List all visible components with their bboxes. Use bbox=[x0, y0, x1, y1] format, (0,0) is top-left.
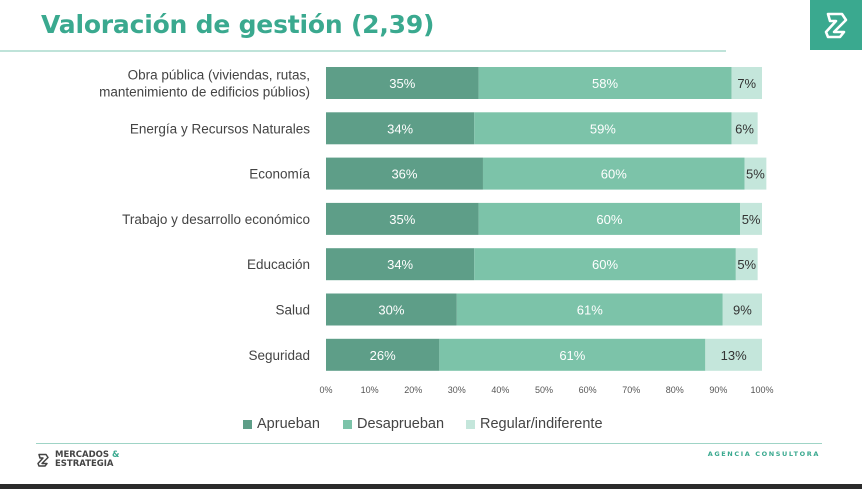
data-label: 26% bbox=[370, 348, 396, 363]
legend-swatch-desaprueban bbox=[343, 419, 352, 429]
x-tick-label: 80% bbox=[666, 385, 684, 395]
category-label: Salud bbox=[275, 303, 310, 318]
x-tick-label: 100% bbox=[750, 385, 773, 395]
category-label-line: mantenimiento de edificios públios) bbox=[99, 85, 310, 100]
data-label: 61% bbox=[577, 303, 603, 318]
x-tick-label: 70% bbox=[622, 385, 640, 395]
data-label: 58% bbox=[592, 76, 618, 91]
legend-label: Desaprueban bbox=[357, 416, 445, 432]
category-label-line: Obra pública (viviendas, rutas, bbox=[128, 68, 310, 83]
bar-segment bbox=[705, 338, 762, 371]
category-label: Economía bbox=[249, 167, 310, 182]
stacked-bar-chart: Obra pública (viviendas, rutas, mantenimi… bbox=[99, 67, 774, 395]
data-label: 60% bbox=[596, 212, 622, 227]
x-tick-label: 50% bbox=[535, 385, 553, 395]
x-tick-label: 30% bbox=[448, 385, 466, 395]
bar-segment bbox=[326, 112, 475, 145]
category-label-line: Trabajo y desarrollo económico bbox=[122, 212, 310, 227]
bar-segment bbox=[326, 202, 479, 235]
data-label: 7% bbox=[737, 76, 756, 91]
category-label: Educación bbox=[247, 257, 310, 272]
data-label: 5% bbox=[742, 212, 761, 227]
data-label: 6% bbox=[735, 121, 754, 136]
category-label: Obra pública (viviendas, rutas, mantenimi… bbox=[99, 68, 310, 100]
legend-item-desaprueban: Desaprueban bbox=[343, 416, 444, 432]
brand-logo-icon bbox=[824, 12, 848, 39]
data-label: 59% bbox=[590, 121, 616, 136]
bar-segment bbox=[326, 248, 475, 281]
category-label-line: Salud bbox=[275, 303, 310, 318]
brand-name-line1: MERCADOS bbox=[55, 450, 110, 460]
legend-label: Aprueban bbox=[257, 416, 320, 432]
data-label: 36% bbox=[391, 167, 417, 182]
footer-tagline: AGENCIA CONSULTORA bbox=[707, 450, 820, 458]
data-label: 34% bbox=[387, 257, 413, 272]
legend-swatch-aprueban bbox=[243, 419, 252, 429]
category-label: Seguridad bbox=[248, 348, 310, 363]
category-label-line: Seguridad bbox=[248, 348, 310, 363]
data-label: 35% bbox=[389, 76, 415, 91]
category-label-line: Energía y Recursos Naturales bbox=[130, 121, 310, 136]
category-label: Energía y Recursos Naturales bbox=[130, 121, 310, 136]
data-label: 5% bbox=[746, 167, 765, 182]
bar-segment bbox=[474, 248, 736, 281]
data-label: 35% bbox=[389, 212, 415, 227]
data-label: 13% bbox=[721, 348, 747, 363]
title-divider bbox=[0, 50, 726, 52]
x-tick-label: 20% bbox=[404, 385, 422, 395]
category-label-line: Economía bbox=[249, 167, 310, 182]
data-label: 60% bbox=[592, 257, 618, 272]
bar-segment bbox=[731, 112, 758, 145]
bar-segment bbox=[478, 67, 732, 99]
data-label: 61% bbox=[559, 348, 585, 363]
bar-segment bbox=[731, 67, 762, 99]
data-label: 5% bbox=[737, 257, 756, 272]
x-tick-label: 40% bbox=[491, 385, 509, 395]
x-tick-label: 60% bbox=[579, 385, 597, 395]
legend-item-regular: Regular/indiferente bbox=[466, 416, 603, 432]
legend-swatch-regular bbox=[466, 419, 475, 429]
bar-segment bbox=[744, 157, 767, 190]
bar-segment bbox=[439, 338, 706, 371]
bar-segment bbox=[326, 67, 479, 99]
data-label: 60% bbox=[601, 167, 627, 182]
bar-segment bbox=[735, 248, 758, 281]
x-tick-label: 10% bbox=[361, 385, 379, 395]
brand-name-line2: ESTRATEGIA bbox=[55, 459, 114, 469]
brand-badge bbox=[810, 0, 862, 50]
category-label: Trabajo y desarrollo económico bbox=[122, 212, 310, 227]
bar-segment bbox=[326, 293, 457, 326]
footer-divider bbox=[36, 443, 822, 444]
page-title: Valoración de gestión (2,39) bbox=[41, 10, 435, 39]
footer-brand: MERCADOS & ESTRATEGIA bbox=[36, 451, 119, 469]
window-bottom-bar bbox=[0, 484, 862, 489]
bar-segment bbox=[722, 293, 762, 326]
bar-segment bbox=[326, 338, 440, 371]
brand-name: MERCADOS & ESTRATEGIA bbox=[55, 451, 119, 469]
data-label: 9% bbox=[733, 303, 752, 318]
bar-segment bbox=[740, 202, 762, 235]
bar-segment bbox=[326, 157, 483, 190]
x-tick-label: 0% bbox=[319, 385, 332, 395]
bar-segment bbox=[482, 157, 745, 190]
bar-segment bbox=[478, 202, 741, 235]
x-tick-label: 90% bbox=[709, 385, 727, 395]
legend-label: Regular/indiferente bbox=[480, 416, 603, 432]
legend-item-aprueban: Aprueban bbox=[243, 416, 320, 432]
data-label: 30% bbox=[378, 303, 404, 318]
bar-segment bbox=[474, 112, 732, 145]
brand-ampersand: & bbox=[112, 450, 120, 460]
bar-segment bbox=[456, 293, 723, 326]
brand-mark-icon bbox=[37, 453, 49, 467]
category-label-line: Educación bbox=[247, 257, 310, 272]
data-label: 34% bbox=[387, 121, 413, 136]
